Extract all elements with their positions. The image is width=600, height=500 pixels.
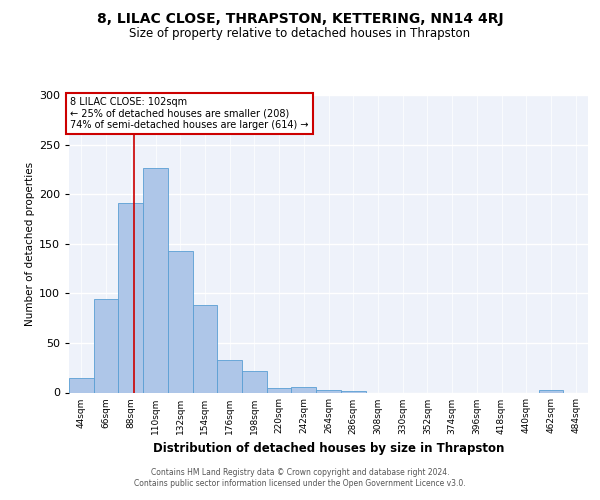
Bar — [118, 203, 143, 392]
Bar — [94, 300, 118, 392]
Text: Size of property relative to detached houses in Thrapston: Size of property relative to detached ho… — [130, 28, 470, 40]
Bar — [341, 390, 365, 392]
Bar — [69, 378, 94, 392]
Bar — [267, 388, 292, 392]
Text: 8 LILAC CLOSE: 102sqm
← 25% of detached houses are smaller (208)
74% of semi-det: 8 LILAC CLOSE: 102sqm ← 25% of detached … — [70, 97, 308, 130]
Bar — [168, 250, 193, 392]
Bar — [143, 168, 168, 392]
Bar — [217, 360, 242, 392]
Text: 8, LILAC CLOSE, THRAPSTON, KETTERING, NN14 4RJ: 8, LILAC CLOSE, THRAPSTON, KETTERING, NN… — [97, 12, 503, 26]
Text: Contains HM Land Registry data © Crown copyright and database right 2024.
Contai: Contains HM Land Registry data © Crown c… — [134, 468, 466, 487]
Bar — [193, 305, 217, 392]
Bar — [539, 390, 563, 392]
Bar — [316, 390, 341, 392]
Bar — [292, 386, 316, 392]
Bar — [242, 370, 267, 392]
X-axis label: Distribution of detached houses by size in Thrapston: Distribution of detached houses by size … — [153, 442, 504, 455]
Y-axis label: Number of detached properties: Number of detached properties — [25, 162, 35, 326]
